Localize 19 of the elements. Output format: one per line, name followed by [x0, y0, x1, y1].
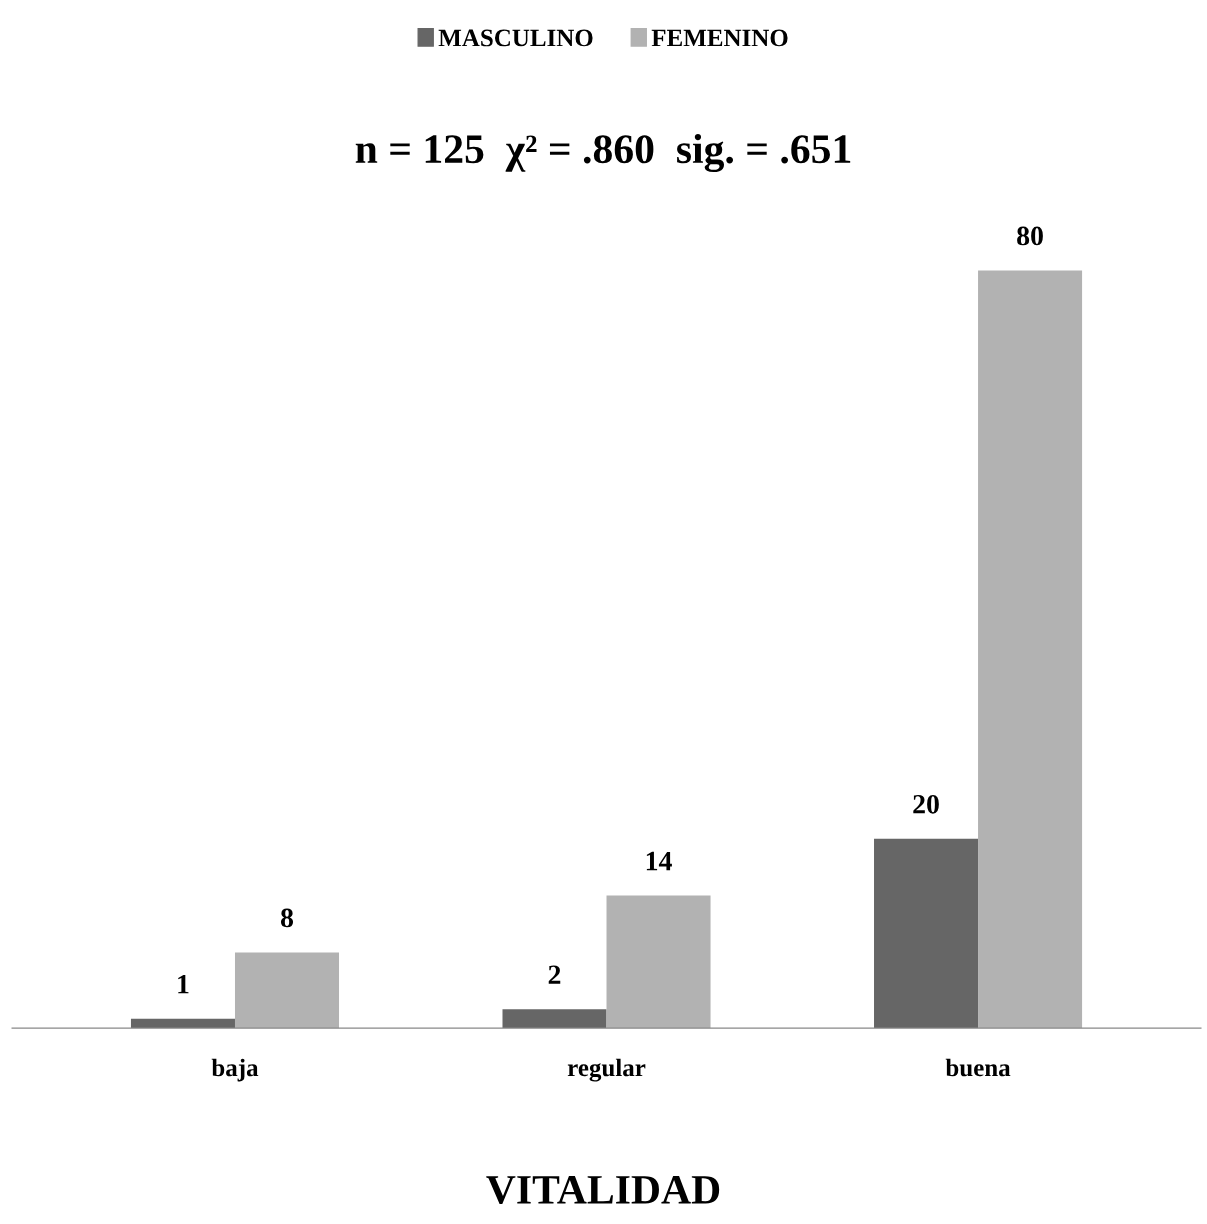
legend-label: FEMENINO: [651, 29, 788, 47]
data-label: 8: [280, 908, 294, 928]
data-label: 2: [548, 965, 561, 984]
x-tick-label: regular: [567, 1058, 646, 1082]
legend-label: MASCULINO: [438, 29, 593, 47]
data-label: 80: [1017, 226, 1043, 246]
data-label: 20: [913, 794, 939, 814]
x-tick-label: buena: [945, 1058, 1011, 1077]
x-axis-title: VITALIDAD: [486, 1175, 720, 1205]
data-label: 14: [646, 851, 672, 871]
chart-title: n = 125 χ² = .860 sig. = .651: [355, 133, 851, 173]
bar: [502, 1009, 607, 1029]
bar: [978, 270, 1083, 1029]
bar: [130, 1018, 235, 1029]
bar: [606, 895, 711, 1029]
x-tick-label: baja: [211, 1058, 259, 1082]
bar: [234, 952, 340, 1029]
bar: [874, 838, 979, 1029]
data-label: 1: [178, 974, 189, 994]
